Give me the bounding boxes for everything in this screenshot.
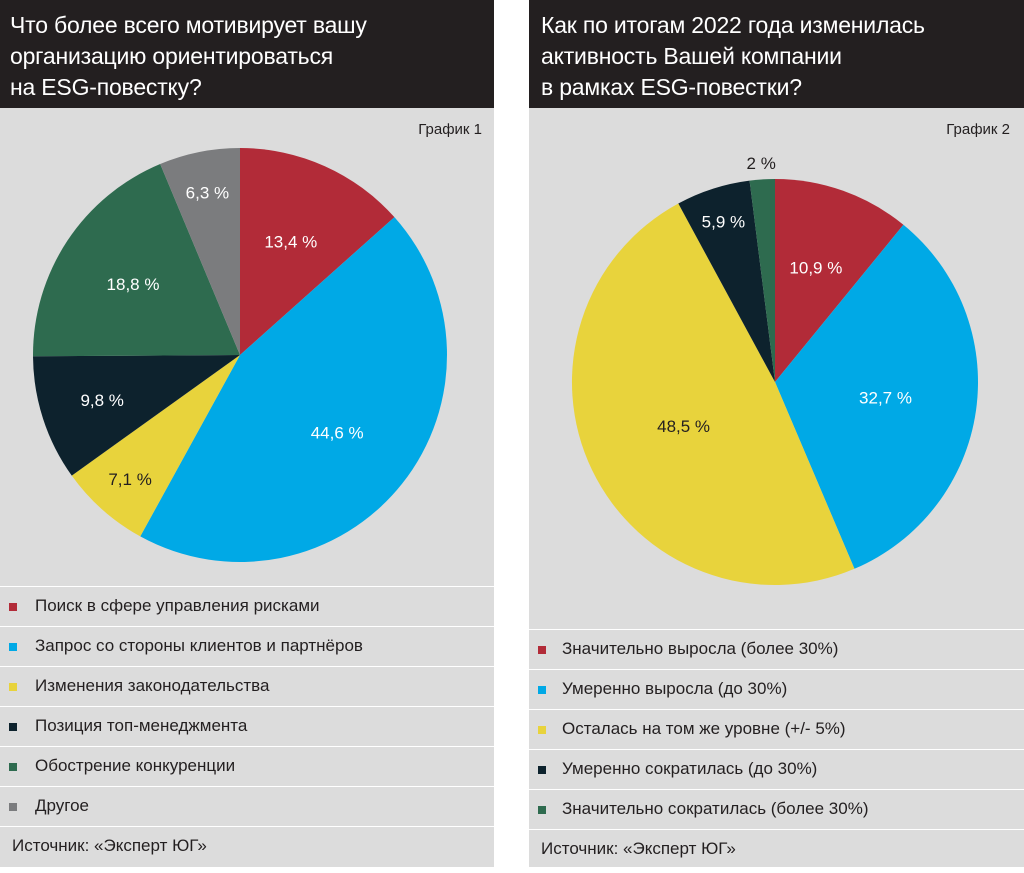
slice-value-label: 5,9 % xyxy=(702,213,745,232)
chart-panel-2: Как по итогам 2022 года изменилась актив… xyxy=(529,0,1024,867)
legend-item: Позиция топ-менеджмента xyxy=(0,706,494,746)
chart-number-label: График 1 xyxy=(418,121,482,138)
legend-item: Другое xyxy=(0,786,494,826)
pie-slice xyxy=(775,179,904,382)
pie-chart-1: 13,4 % 44,6 % 7,1 % 9,8 % 18,8 % 6,3 % xyxy=(32,148,447,563)
slice-value-label: 13,4 % xyxy=(264,233,317,252)
header-line: активность Вашей компании xyxy=(541,43,842,69)
legend-label: Умеренно выросла (до 30%) xyxy=(562,679,788,698)
header-line: организацию ориентироваться xyxy=(10,43,334,69)
legend-label: Значительно сократилась (более 30%) xyxy=(562,799,869,818)
legend-label: Изменения законодательства xyxy=(35,676,270,695)
slice-value-label: 48,5 % xyxy=(657,417,710,436)
slice-value-label: 6,3 % xyxy=(186,184,229,203)
pie-slice xyxy=(571,203,855,586)
pie-slice xyxy=(32,164,240,357)
pie-slice xyxy=(749,179,775,382)
legend-swatch xyxy=(538,806,546,814)
legend-swatch xyxy=(538,686,546,694)
slice-value-label: 32,7 % xyxy=(859,389,912,408)
legend: Поиск в сфере управления рисками Запрос … xyxy=(0,586,494,826)
pie-slice xyxy=(775,224,978,569)
slice-value-label: 9,8 % xyxy=(80,391,123,410)
chart-panel-1: Что более всего мотивирует вашу организа… xyxy=(0,0,494,867)
header-line: на ESG-повестку? xyxy=(10,74,202,100)
slice-value-label: 7,1 % xyxy=(108,470,151,489)
source-text: Источник: «Эксперт ЮГ» xyxy=(541,839,736,858)
legend-label: Позиция топ-менеджмента xyxy=(35,716,248,735)
legend-label: Умеренно сократилась (до 30%) xyxy=(562,759,818,778)
slice-value-label: 18,8 % xyxy=(107,275,160,294)
legend-item: Запрос со стороны клиентов и партнёров xyxy=(0,626,494,666)
legend-label: Другое xyxy=(35,796,90,815)
legend-label: Поиск в сфере управления рисками xyxy=(35,596,320,615)
chart-number-label: График 2 xyxy=(946,121,1010,138)
legend-item: Значительно выросла (более 30%) xyxy=(529,629,1024,669)
pie-slice xyxy=(160,148,240,355)
legend-swatch xyxy=(9,683,17,691)
legend-swatch xyxy=(538,766,546,774)
legend-item: Осталась на том же уровне (+/- 5%) xyxy=(529,709,1024,749)
legend-swatch xyxy=(9,603,17,611)
pie-slice xyxy=(33,355,240,476)
pie-slice xyxy=(678,180,775,382)
legend-swatch xyxy=(538,646,546,654)
legend-label: Значительно выросла (более 30%) xyxy=(562,639,839,658)
pie-chart-2: 10,9 % 32,7 % 48,5 % 5,9 % 2 % xyxy=(571,154,978,586)
slice-value-label: 44,6 % xyxy=(311,423,364,442)
legend-swatch xyxy=(9,643,17,651)
slice-value-label: 10,9 % xyxy=(789,258,842,277)
legend-swatch xyxy=(9,763,17,771)
legend-item: Поиск в сфере управления рисками xyxy=(0,586,494,626)
source-note: Источник: «Эксперт ЮГ» xyxy=(529,829,1024,873)
legend-label: Запрос со стороны клиентов и партнёров xyxy=(35,636,363,655)
pie-slice xyxy=(240,148,395,355)
legend-item: Умеренно выросла (до 30%) xyxy=(529,669,1024,709)
header-line: Как по итогам 2022 года изменилась xyxy=(541,12,925,38)
legend: Значительно выросла (более 30%) Умеренно… xyxy=(529,629,1024,829)
source-note: Источник: «Эксперт ЮГ» xyxy=(0,826,494,870)
legend-item: Изменения законодательства xyxy=(0,666,494,706)
legend-item: Умеренно сократилась (до 30%) xyxy=(529,749,1024,789)
legend-label: Обострение конкуренции xyxy=(35,756,236,775)
header-line: в рамках ESG-повестки? xyxy=(541,74,802,100)
legend-swatch xyxy=(538,726,546,734)
legend-swatch xyxy=(9,803,17,811)
panel-header: Что более всего мотивирует вашу организа… xyxy=(0,0,494,108)
pie-slice xyxy=(71,355,241,537)
panel-header: Как по итогам 2022 года изменилась актив… xyxy=(529,0,1024,108)
source-text: Источник: «Эксперт ЮГ» xyxy=(12,836,207,855)
pie-slice xyxy=(140,217,447,563)
legend-item: Обострение конкуренции xyxy=(0,746,494,786)
legend-swatch xyxy=(9,723,17,731)
legend-item: Значительно сократилась (более 30%) xyxy=(529,789,1024,829)
header-line: Что более всего мотивирует вашу xyxy=(10,12,367,38)
slice-value-label: 2 % xyxy=(747,154,776,173)
legend-label: Осталась на том же уровне (+/- 5%) xyxy=(562,719,846,738)
